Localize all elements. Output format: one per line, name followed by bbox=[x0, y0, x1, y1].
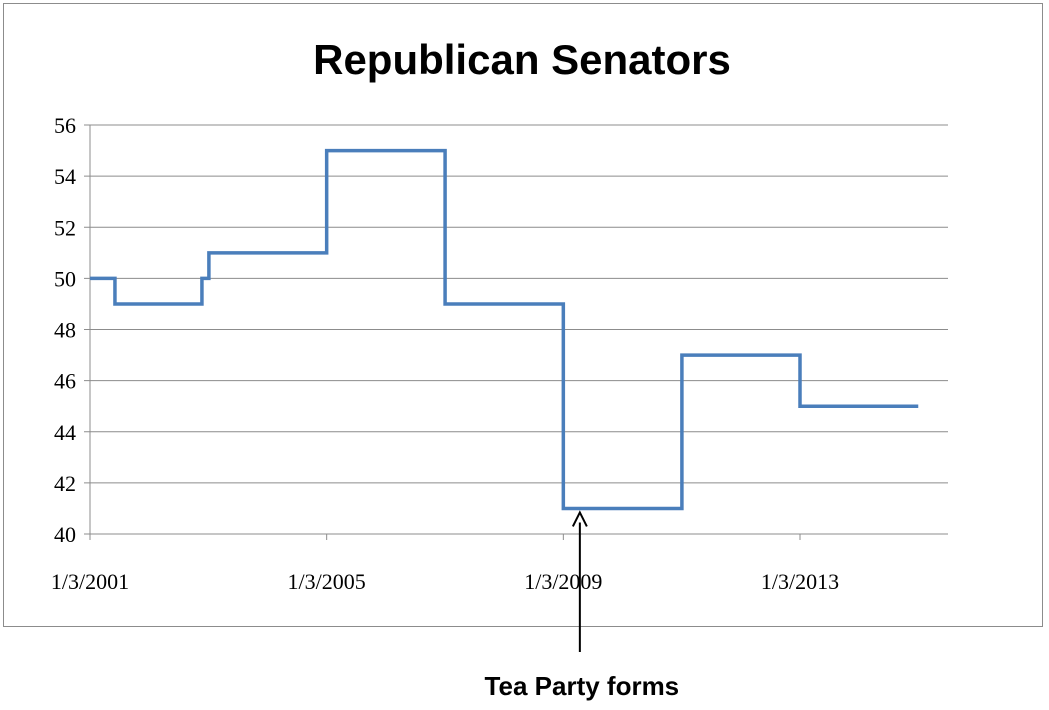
annotation-arrow-head bbox=[571, 510, 588, 527]
y-tick-label: 48 bbox=[54, 318, 76, 343]
x-tick-label: 1/3/2005 bbox=[288, 569, 366, 594]
axes bbox=[84, 124, 948, 540]
x-tick-label: 1/3/2009 bbox=[524, 569, 602, 594]
annotation-text: Tea Party forms bbox=[485, 671, 680, 701]
x-tick-label: 1/3/2013 bbox=[761, 569, 839, 594]
y-tick-label: 44 bbox=[54, 420, 76, 445]
chart-frame bbox=[3, 3, 1043, 627]
series-layer bbox=[89, 148, 919, 511]
y-tick-labels: 40 42 44 46 48 50 52 54 56 bbox=[54, 113, 76, 547]
y-tick-label: 52 bbox=[54, 215, 76, 240]
annotation-layer: Tea Party forms bbox=[485, 510, 680, 701]
y-tick-label: 54 bbox=[54, 164, 76, 189]
x-tick-labels: 1/3/2001 1/3/2005 1/3/2009 1/3/2013 bbox=[51, 569, 839, 594]
y-tick-label: 56 bbox=[54, 113, 76, 138]
gridlines bbox=[90, 124, 948, 484]
y-tick-label: 42 bbox=[54, 471, 76, 496]
y-tick-label: 40 bbox=[54, 522, 76, 547]
x-tick-label: 1/3/2001 bbox=[51, 569, 129, 594]
series-line bbox=[90, 148, 919, 511]
chart-title: Republican Senators bbox=[313, 36, 731, 83]
y-tick-label: 50 bbox=[54, 266, 76, 291]
y-tick-label: 46 bbox=[54, 369, 76, 394]
